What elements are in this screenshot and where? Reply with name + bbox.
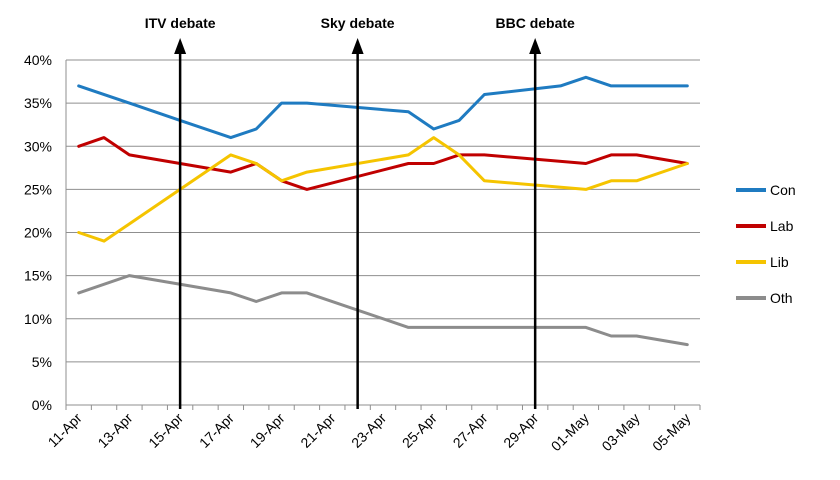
- itv-debate-arrow-head: [174, 38, 187, 54]
- x-tick-label: 17-Apr: [196, 410, 237, 451]
- x-tick-label: 19-Apr: [247, 410, 288, 451]
- x-tick-label: 05-May: [649, 410, 693, 454]
- sky-debate-arrow-head: [351, 38, 364, 54]
- x-tick-label: 13-Apr: [94, 410, 135, 451]
- series-lines: [77, 75, 689, 347]
- debate-annotations: ITV debate Sky debate BBC debate: [145, 15, 575, 409]
- x-tick-label: 15-Apr: [145, 410, 186, 451]
- bbc-debate-arrow-head: [529, 38, 542, 54]
- legend: Con Lab Lib Oth: [736, 182, 796, 306]
- x-tick-label: 03-May: [598, 410, 642, 454]
- series-line-lab: [77, 136, 689, 191]
- y-tick-label: 15%: [24, 268, 52, 284]
- x-tick-label: 01-May: [548, 410, 592, 454]
- gridlines: [66, 59, 700, 363]
- legend-label-con: Con: [770, 182, 796, 198]
- y-tick-label: 30%: [24, 138, 52, 154]
- x-tick-label: 21-Apr: [297, 410, 338, 451]
- x-tick-label: 23-Apr: [348, 410, 389, 451]
- axes: [65, 60, 701, 410]
- y-tick-label: 25%: [24, 181, 52, 197]
- series-line-con: [77, 75, 689, 140]
- x-tick-label: 29-Apr: [500, 410, 541, 451]
- series-line-oth: [77, 274, 689, 347]
- y-axis-tick-labels: 0% 5% 10% 15% 20% 25% 30% 35% 40%: [24, 52, 52, 413]
- sky-debate-label: Sky debate: [321, 15, 395, 31]
- y-tick-label: 10%: [24, 311, 52, 327]
- itv-debate-label: ITV debate: [145, 15, 216, 31]
- bbc-debate-label: BBC debate: [495, 15, 575, 31]
- x-tick-label: 25-Apr: [399, 410, 440, 451]
- y-tick-label: 5%: [32, 354, 52, 370]
- y-tick-label: 20%: [24, 225, 52, 241]
- x-tick-label: 27-Apr: [450, 410, 491, 451]
- legend-label-lib: Lib: [770, 254, 789, 270]
- legend-label-oth: Oth: [770, 290, 793, 306]
- legend-label-lab: Lab: [770, 218, 794, 234]
- y-tick-label: 0%: [32, 397, 52, 413]
- y-tick-label: 35%: [24, 95, 52, 111]
- x-axis-tick-labels: 11-Apr 13-Apr 15-Apr 17-Apr 19-Apr 21-Apr 23-A…: [45, 410, 694, 455]
- x-tick-label: 11-Apr: [45, 410, 86, 451]
- y-tick-label: 40%: [24, 52, 52, 68]
